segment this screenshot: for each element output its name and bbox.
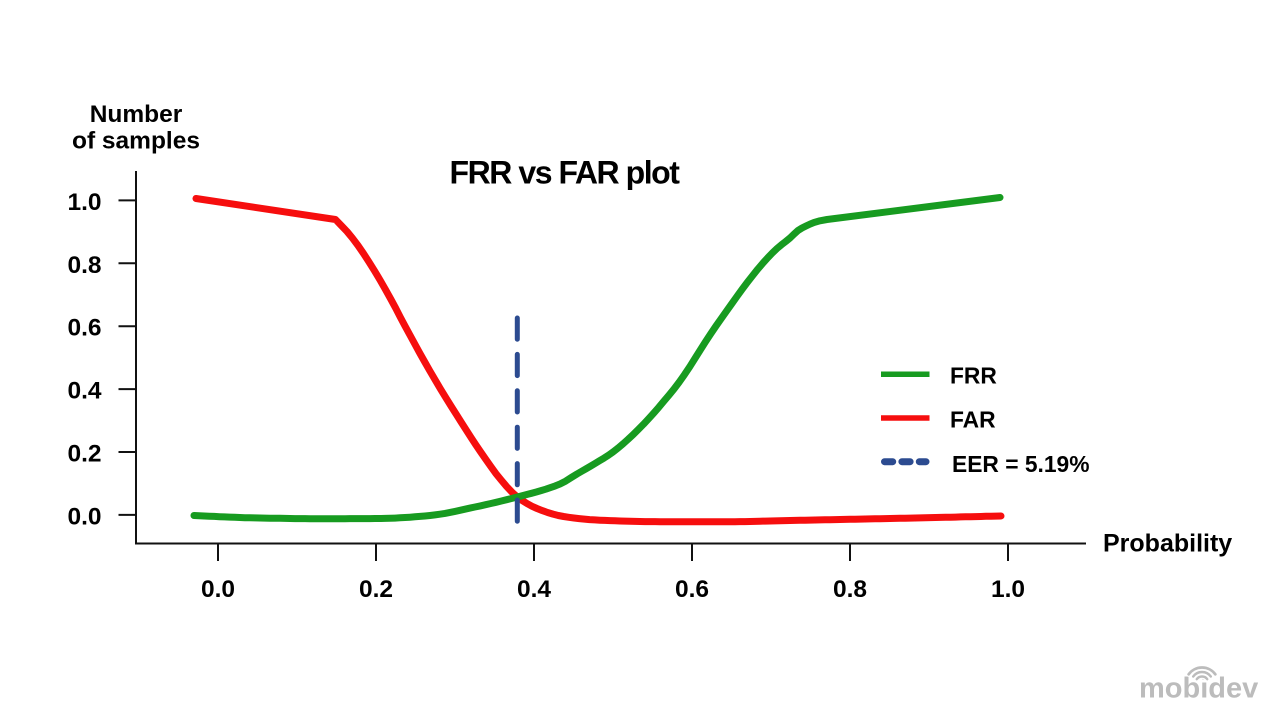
svg-text:FRR: FRR: [950, 363, 997, 389]
svg-text:0.8: 0.8: [833, 576, 867, 603]
svg-text:0.4: 0.4: [517, 576, 551, 603]
svg-text:0.2: 0.2: [359, 576, 393, 603]
svg-text:EER = 5.19%: EER = 5.19%: [952, 451, 1090, 477]
svg-text:0.8: 0.8: [67, 252, 101, 279]
svg-text:0.4: 0.4: [67, 378, 101, 405]
svg-text:0.0: 0.0: [201, 576, 235, 603]
svg-text:Probability: Probability: [1103, 530, 1232, 558]
svg-text:of samples: of samples: [72, 128, 200, 155]
svg-text:0.0: 0.0: [67, 503, 101, 530]
svg-text:0.2: 0.2: [67, 441, 101, 468]
svg-text:Number: Number: [90, 101, 183, 128]
svg-text:1.0: 1.0: [991, 576, 1025, 603]
svg-text:1.0: 1.0: [67, 189, 101, 216]
svg-text:0.6: 0.6: [67, 315, 101, 342]
svg-text:FAR: FAR: [950, 406, 996, 432]
svg-text:FRR vs FAR plot: FRR vs FAR plot: [450, 155, 681, 191]
svg-text:0.6: 0.6: [675, 576, 709, 603]
